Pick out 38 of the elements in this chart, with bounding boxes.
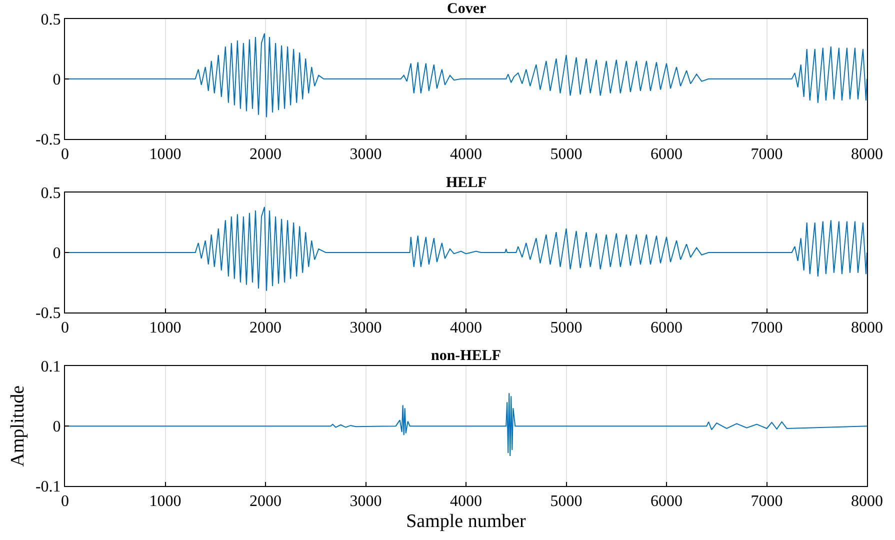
x-tick-label: 1000 bbox=[149, 493, 182, 510]
x-tick-label: 1000 bbox=[149, 146, 182, 164]
x-axis-title: Sample number bbox=[406, 511, 527, 532]
y-tick-label: 0.5 bbox=[40, 185, 61, 202]
x-tick-label: 1000 bbox=[149, 320, 182, 337]
x-tick-label: 5000 bbox=[550, 320, 582, 337]
x-tick-label: 7000 bbox=[750, 320, 783, 337]
y-tick-label: -0.5 bbox=[35, 305, 61, 322]
x-tick-label: 7000 bbox=[750, 146, 783, 164]
x-tick-label: 7000 bbox=[750, 493, 783, 510]
chart-title: non-HELF bbox=[431, 348, 502, 364]
x-tick-label: 2000 bbox=[250, 320, 282, 337]
x-tick-label: 4000 bbox=[450, 493, 482, 510]
x-tick-label: 8000 bbox=[851, 320, 883, 337]
x-tick-label: 2000 bbox=[250, 146, 282, 164]
x-tick-label: 4000 bbox=[450, 146, 482, 164]
y-tick-label: 0 bbox=[52, 418, 61, 436]
x-tick-label: 6000 bbox=[650, 146, 682, 164]
y-tick-label: -0.1 bbox=[35, 478, 61, 496]
y-tick-label: 0.1 bbox=[40, 358, 61, 376]
x-tick-label: 8000 bbox=[851, 493, 883, 510]
x-tick-label: 4000 bbox=[450, 320, 482, 337]
y-tick-label: 0 bbox=[52, 72, 61, 89]
y-tick-label: 0 bbox=[52, 245, 61, 262]
x-tick-label: 2000 bbox=[250, 493, 282, 510]
x-tick-label: 8000 bbox=[851, 146, 883, 164]
x-tick-label: 5000 bbox=[550, 146, 582, 164]
x-tick-label: 3000 bbox=[350, 320, 382, 337]
x-tick-label: 6000 bbox=[650, 493, 682, 510]
y-tick-label: 0.5 bbox=[40, 12, 61, 29]
x-tick-label: 3000 bbox=[350, 493, 382, 510]
chart-title: HELF bbox=[446, 175, 487, 191]
y-axis-title: Amplitude bbox=[7, 385, 28, 467]
x-tick-label: 6000 bbox=[650, 320, 682, 337]
x-tick-label: 5000 bbox=[550, 493, 582, 510]
y-tick-label: -0.5 bbox=[35, 131, 61, 148]
chart-title: Cover bbox=[447, 1, 486, 17]
x-tick-label: 3000 bbox=[350, 146, 382, 164]
